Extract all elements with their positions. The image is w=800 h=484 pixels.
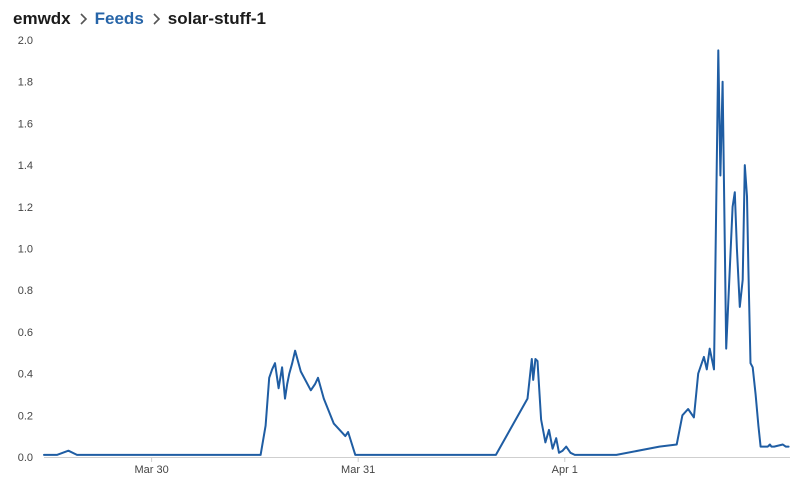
breadcrumb: emwdx Feeds solar-stuff-1 — [13, 6, 266, 32]
y-tick-label: 1.8 — [18, 77, 33, 89]
breadcrumb-feed-name: solar-stuff-1 — [167, 9, 267, 28]
x-axis: Mar 30 Mar 31 Apr 1 — [44, 457, 790, 476]
x-tick-label: Apr 1 — [552, 464, 578, 476]
breadcrumb-feeds-link[interactable]: Feeds — [94, 9, 144, 28]
x-tick-label: Mar 31 — [341, 464, 375, 476]
x-tick-label: Mar 30 — [134, 464, 168, 476]
y-tick-label: 1.4 — [18, 160, 33, 172]
y-tick-label: 1.6 — [18, 118, 33, 130]
y-tick-label: 0.6 — [18, 327, 33, 339]
y-tick-label: 0.0 — [18, 452, 33, 464]
y-tick-label: 0.8 — [18, 285, 33, 297]
plot-area — [43, 49, 790, 456]
y-axis: 0.0 0.2 0.4 0.6 0.8 1.0 1.2 1.4 1.6 1.8 2.0 — [18, 35, 33, 464]
y-tick-label: 1.0 — [18, 244, 33, 256]
breadcrumb-user[interactable]: emwdx — [13, 9, 71, 28]
y-tick-label: 1.2 — [18, 202, 33, 214]
series-line[interactable] — [43, 49, 790, 456]
y-tick-label: 0.4 — [18, 369, 33, 381]
y-tick-label: 2.0 — [18, 35, 33, 47]
chevron-right-icon — [148, 11, 164, 27]
y-tick-label: 0.2 — [18, 410, 33, 422]
chevron-right-icon — [75, 11, 91, 27]
